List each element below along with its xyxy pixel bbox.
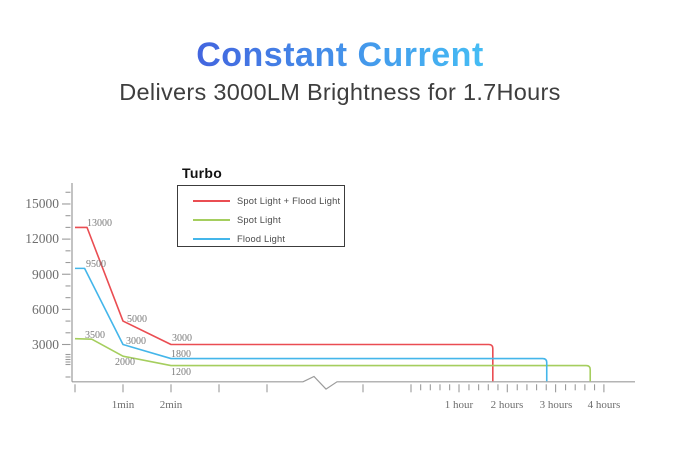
x-axis-tick-label-4hours: 4 hours: [587, 399, 621, 411]
series-line-spot-light: [74, 337, 592, 382]
legend-item-spot-flood-light: Spot Light + Flood Light: [178, 193, 344, 209]
point-label-green-1min: 2000: [115, 357, 135, 368]
legend-item-label: Spot Light + Flood Light: [237, 196, 341, 206]
series-line-spot-light-flood-light: [75, 226, 494, 382]
legend-box: Spot Light + Flood Light Spot Light Floo…: [177, 185, 345, 247]
point-label-green-steady: 1200: [171, 367, 191, 378]
page-subtitle: Delivers 3000LM Brightness for 1.7Hours: [119, 79, 561, 105]
legend-item-flood-light: Flood Light: [178, 231, 344, 247]
x-axis-line: [72, 375, 635, 390]
point-label-red-start: 13000: [87, 218, 112, 229]
x-axis-tick-label-1min: 1min: [111, 399, 135, 411]
x-axis-tick-label-2min: 2min: [159, 399, 183, 411]
y-axis-tick-label-3000: 3000: [32, 337, 59, 352]
blue-line-swatch-icon: [193, 238, 230, 240]
axes: [71, 183, 635, 390]
y-axis-tick-label-12000: 12000: [25, 231, 59, 246]
red-line-swatch-icon: [193, 200, 230, 202]
legend-title: Turbo: [182, 165, 223, 181]
point-label-red-steady: 3000: [172, 333, 192, 344]
x-axis-tick-label-1hour: 1 hour: [444, 399, 474, 411]
x-axis-tick-label-2hours: 2 hours: [490, 399, 524, 411]
legend-item-spot-light: Spot Light: [178, 212, 344, 228]
point-label-blue-1min: 3000: [126, 336, 146, 347]
x-axis-tick-label-3hours: 3 hours: [539, 399, 573, 411]
y-axis-tick-label-15000: 15000: [25, 196, 59, 211]
point-label-blue-steady: 1800: [171, 349, 191, 360]
point-label-blue-start: 9500: [86, 259, 106, 270]
point-label-green-start: 3500: [85, 330, 105, 341]
y-axis-tick-label-6000: 6000: [32, 302, 59, 317]
y-axis-tick-label-9000: 9000: [32, 267, 59, 282]
axis-ticks: [62, 191, 605, 393]
point-label-red-1min: 5000: [127, 314, 147, 325]
page-title: Constant Current: [196, 36, 484, 74]
header: Constant Current Delivers 3000LM Brightn…: [0, 0, 680, 106]
legend-item-label: Spot Light: [237, 215, 281, 225]
green-line-swatch-icon: [193, 219, 230, 221]
series-line-flood-light: [75, 267, 548, 382]
legend-item-label: Flood Light: [237, 234, 286, 244]
